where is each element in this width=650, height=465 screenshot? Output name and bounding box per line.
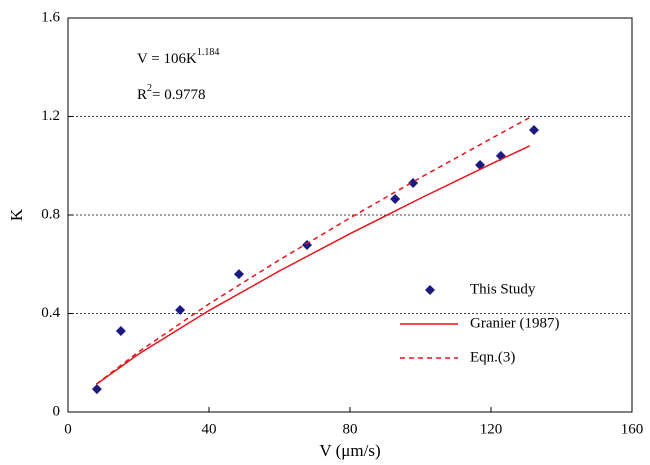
- annotation: R2= 0.9778: [137, 83, 205, 103]
- y-tick-label: 1.6: [41, 9, 60, 25]
- legend-label: Granier (1987): [470, 315, 560, 331]
- data-point: [301, 240, 312, 251]
- annotation: V = 106K1.184: [137, 47, 219, 67]
- fit-line: [95, 145, 531, 386]
- x-tick-label: 160: [621, 421, 644, 437]
- annotation-text: R: [137, 87, 147, 103]
- data-point: [115, 325, 126, 336]
- data-point: [390, 193, 401, 204]
- legend-marker: [425, 285, 435, 295]
- data-point: [233, 269, 244, 280]
- x-tick-label: 80: [343, 421, 358, 437]
- annotation-superscript: 1.184: [197, 47, 220, 58]
- data-point: [529, 125, 540, 136]
- y-tick-label: 0.4: [41, 305, 60, 321]
- legend-label: Eqn.(3): [470, 349, 515, 365]
- annotation-text: V = 106K: [137, 51, 197, 67]
- plot-frame: [67, 17, 633, 413]
- y-tick-label: 0: [53, 403, 61, 419]
- annotation-superscript: 2: [147, 83, 152, 94]
- annotation-text: = 0.9778: [152, 87, 205, 103]
- data-point: [91, 384, 102, 395]
- y-tick-label: 0.8: [41, 206, 60, 222]
- x-tick-label: 120: [480, 421, 503, 437]
- fit-line: [95, 116, 531, 385]
- y-tick-label: 1.2: [41, 108, 60, 124]
- y-axis-label: K: [7, 208, 26, 221]
- x-tick-label: 0: [64, 421, 72, 437]
- legend-label: This Study: [470, 281, 536, 297]
- x-axis-label: V (μm/s): [319, 441, 380, 460]
- data-point: [175, 305, 186, 316]
- x-tick-label: 40: [202, 421, 217, 437]
